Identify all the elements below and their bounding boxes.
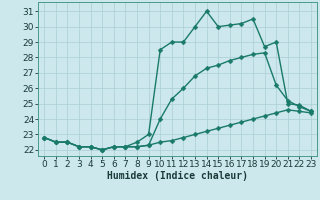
- X-axis label: Humidex (Indice chaleur): Humidex (Indice chaleur): [107, 171, 248, 181]
